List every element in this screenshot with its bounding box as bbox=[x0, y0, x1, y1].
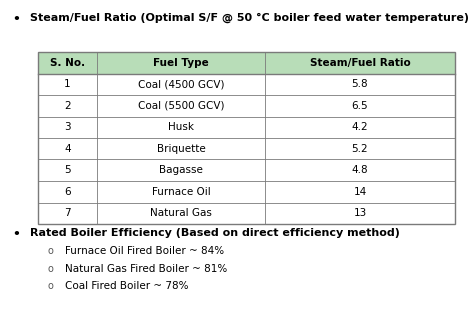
Text: Coal (5500 GCV): Coal (5500 GCV) bbox=[138, 101, 224, 111]
Text: 2: 2 bbox=[64, 101, 71, 111]
Bar bbox=[38, 52, 455, 74]
Text: Coal (4500 GCV): Coal (4500 GCV) bbox=[138, 79, 224, 89]
Text: o: o bbox=[48, 264, 54, 274]
Text: Furnace Oil: Furnace Oil bbox=[152, 187, 210, 197]
Text: 4.8: 4.8 bbox=[352, 165, 368, 175]
Text: 6: 6 bbox=[64, 187, 71, 197]
Text: 5.2: 5.2 bbox=[352, 144, 368, 154]
Text: o: o bbox=[48, 281, 54, 291]
Text: 1: 1 bbox=[64, 79, 71, 89]
Text: Fuel Type: Fuel Type bbox=[153, 58, 209, 68]
Text: 3: 3 bbox=[64, 122, 71, 132]
Text: o: o bbox=[48, 246, 54, 256]
Text: Rated Boiler Efficiency (Based on direct efficiency method): Rated Boiler Efficiency (Based on direct… bbox=[30, 228, 400, 238]
Text: 6.5: 6.5 bbox=[352, 101, 368, 111]
Text: •: • bbox=[12, 13, 20, 26]
Text: Husk: Husk bbox=[168, 122, 194, 132]
Text: 5.8: 5.8 bbox=[352, 79, 368, 89]
Bar bbox=[38, 52, 455, 224]
Text: Steam/Fuel Ratio: Steam/Fuel Ratio bbox=[310, 58, 410, 68]
Text: 4.2: 4.2 bbox=[352, 122, 368, 132]
Text: Natural Gas: Natural Gas bbox=[150, 208, 212, 218]
Text: Briquette: Briquette bbox=[156, 144, 205, 154]
Text: Natural Gas Fired Boiler ~ 81%: Natural Gas Fired Boiler ~ 81% bbox=[65, 264, 227, 274]
Text: 5: 5 bbox=[64, 165, 71, 175]
Text: 13: 13 bbox=[354, 208, 366, 218]
Text: 7: 7 bbox=[64, 208, 71, 218]
Text: 14: 14 bbox=[354, 187, 366, 197]
Text: 4: 4 bbox=[64, 144, 71, 154]
Text: •: • bbox=[12, 228, 20, 241]
Text: S. No.: S. No. bbox=[50, 58, 85, 68]
Text: Coal Fired Boiler ~ 78%: Coal Fired Boiler ~ 78% bbox=[65, 281, 189, 291]
Text: Furnace Oil Fired Boiler ~ 84%: Furnace Oil Fired Boiler ~ 84% bbox=[65, 246, 224, 256]
Text: Steam/Fuel Ratio (Optimal S/F @ 50 °C boiler feed water temperature): Steam/Fuel Ratio (Optimal S/F @ 50 °C bo… bbox=[30, 13, 469, 23]
Text: Bagasse: Bagasse bbox=[159, 165, 203, 175]
